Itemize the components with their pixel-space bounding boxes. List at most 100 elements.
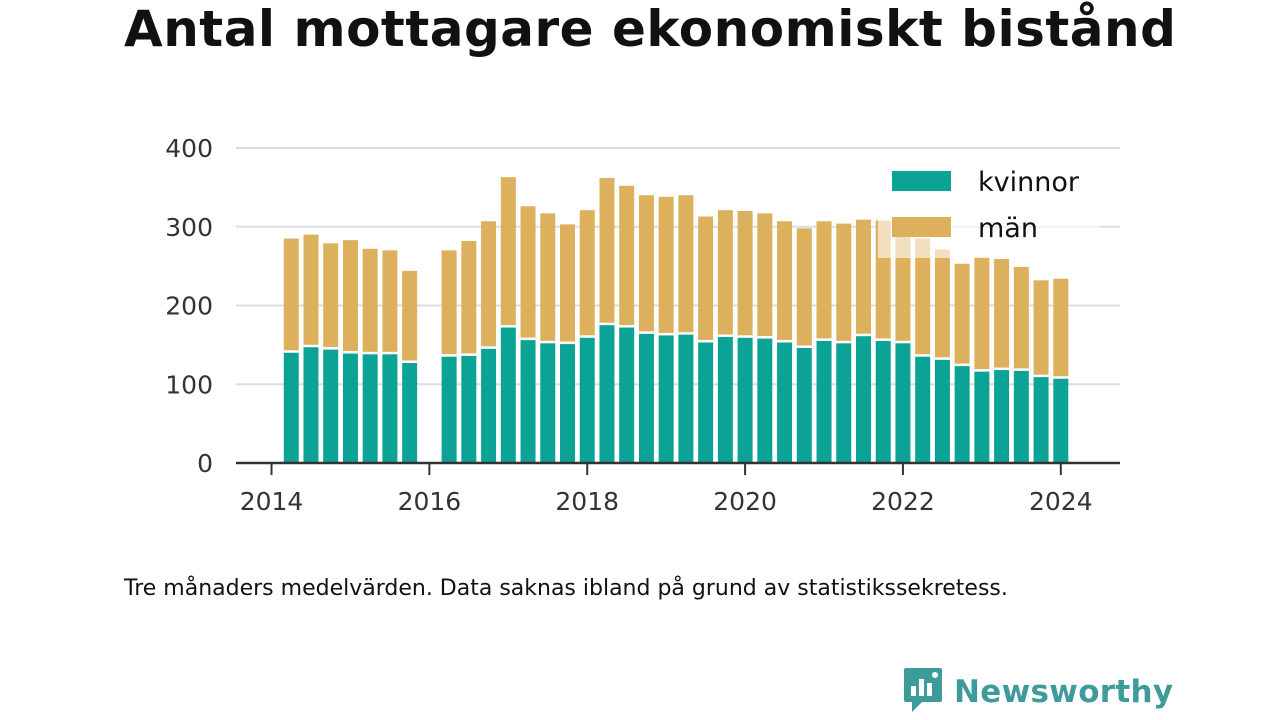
bar-man xyxy=(461,240,477,354)
bar-kvinnor xyxy=(283,352,299,463)
bar-kvinnor xyxy=(855,336,871,463)
bar-kvinnor xyxy=(717,337,733,463)
bar-kvinnor xyxy=(520,340,536,463)
bar-man xyxy=(1013,266,1029,369)
bar-man xyxy=(382,250,398,352)
y-tick-label: 100 xyxy=(165,370,213,399)
legend-label-man: män xyxy=(978,213,1038,244)
bar-man xyxy=(915,238,931,355)
bar-man xyxy=(836,223,852,341)
bar-kvinnor xyxy=(599,325,615,463)
bar-man xyxy=(323,243,339,348)
bar-kvinnor xyxy=(342,353,358,463)
bar-man xyxy=(816,221,832,339)
bar-man xyxy=(658,196,674,333)
x-tick-label: 2020 xyxy=(713,487,777,516)
bar-kvinnor xyxy=(382,354,398,463)
footnote: Tre månaders medelvärden. Data saknas ib… xyxy=(124,576,1008,601)
bars xyxy=(283,177,1069,463)
bar-kvinnor xyxy=(1013,370,1029,463)
bar-man xyxy=(638,195,654,332)
bar-man xyxy=(579,210,595,336)
bar-man xyxy=(777,221,793,341)
newsworthy-logo-icon xyxy=(902,666,944,718)
bar-man xyxy=(560,224,575,342)
bar-kvinnor xyxy=(757,338,773,463)
bar-kvinnor xyxy=(658,335,674,463)
bar-kvinnor xyxy=(698,342,714,463)
bar-man xyxy=(954,263,970,364)
bar-kvinnor xyxy=(1033,377,1049,463)
y-tick-label: 0 xyxy=(197,449,213,478)
bar-man xyxy=(698,216,714,341)
bar-kvinnor xyxy=(895,343,911,463)
bar-kvinnor xyxy=(796,348,812,463)
bar-kvinnor xyxy=(303,347,319,463)
y-tick-label: 300 xyxy=(165,213,213,242)
bar-kvinnor xyxy=(540,343,556,463)
bar-man xyxy=(796,228,812,346)
bar-kvinnor xyxy=(481,348,497,463)
bar-kvinnor xyxy=(1053,378,1069,463)
y-tick-label: 400 xyxy=(165,134,213,163)
legend-swatch-man xyxy=(892,217,951,237)
legend: kvinnor män xyxy=(878,158,1100,258)
bar-kvinnor xyxy=(678,334,694,463)
bar-man xyxy=(402,270,418,361)
bar-man xyxy=(934,249,950,358)
y-axis-tick-labels: 0 100 200 300 400 xyxy=(165,134,213,478)
x-tick-label: 2014 xyxy=(240,487,304,516)
bar-kvinnor xyxy=(915,356,931,463)
legend-label-kvinnor: kvinnor xyxy=(978,167,1080,198)
bar-man xyxy=(362,248,378,352)
bar-kvinnor xyxy=(402,362,418,463)
legend-swatch-kvinnor xyxy=(892,171,951,191)
bar-kvinnor xyxy=(323,349,339,463)
y-tick-label: 200 xyxy=(165,292,213,321)
chart-title: Antal mottagare ekonomiskt bistånd xyxy=(124,0,1177,58)
bar-kvinnor xyxy=(974,371,990,463)
bar-man xyxy=(599,177,615,323)
bar-man xyxy=(500,177,516,326)
bar-kvinnor xyxy=(461,355,477,463)
bar-man xyxy=(481,221,497,347)
bar-kvinnor xyxy=(638,333,654,463)
x-axis xyxy=(236,461,1120,475)
bar-kvinnor xyxy=(836,343,852,463)
x-tick-label: 2022 xyxy=(871,487,935,516)
bar-man xyxy=(1053,278,1069,377)
bar-man xyxy=(520,206,536,338)
bar-kvinnor xyxy=(579,337,595,463)
x-tick-label: 2024 xyxy=(1029,487,1093,516)
bar-kvinnor xyxy=(994,370,1010,463)
bar-man xyxy=(283,238,299,351)
bar-man xyxy=(974,257,990,370)
bar-kvinnor xyxy=(500,327,516,463)
x-axis-tick-labels: 2014 2016 2018 2020 2022 2024 xyxy=(240,487,1093,516)
bar-kvinnor xyxy=(737,337,753,463)
bar-kvinnor xyxy=(875,340,891,463)
bar-kvinnor xyxy=(816,340,832,463)
bar-man xyxy=(342,240,358,352)
stacked-bar-chart: 0 100 200 300 400 2014 2016 2018 2020 2022 2024 k… xyxy=(165,134,1120,516)
brand-name: Newsworthy xyxy=(954,674,1174,710)
bar-kvinnor xyxy=(777,342,793,463)
bar-kvinnor xyxy=(954,366,970,463)
bar-man xyxy=(855,219,871,334)
bar-man xyxy=(717,210,733,335)
bar-man xyxy=(540,213,556,341)
bar-kvinnor xyxy=(362,354,378,463)
bar-man xyxy=(737,211,753,336)
bar-kvinnor xyxy=(560,344,575,463)
x-tick-label: 2018 xyxy=(555,487,619,516)
bar-man xyxy=(1033,280,1049,375)
bar-kvinnor xyxy=(619,327,635,463)
brand-logo[interactable]: Newsworthy xyxy=(902,668,1173,716)
bar-man xyxy=(678,195,694,333)
bar-kvinnor xyxy=(934,359,950,463)
bar-man xyxy=(994,259,1010,368)
bar-man xyxy=(619,185,635,326)
bar-kvinnor xyxy=(441,356,457,463)
bar-man xyxy=(303,234,319,345)
x-tick-label: 2016 xyxy=(398,487,462,516)
